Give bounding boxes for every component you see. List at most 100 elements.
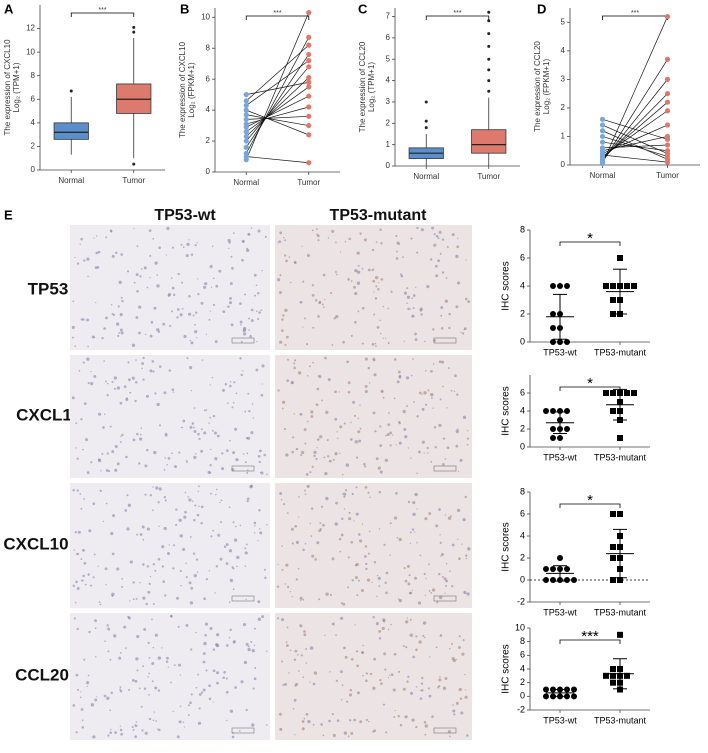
stain-dot [243, 332, 247, 336]
point [617, 577, 623, 583]
stain-dot [382, 396, 385, 399]
stain-dot [233, 381, 236, 384]
stain-dot [143, 627, 147, 631]
point [243, 116, 249, 122]
y-tick-label: 8 [520, 224, 525, 234]
stain-dot [343, 731, 348, 735]
stain-dot [358, 533, 361, 536]
stain-dot [354, 576, 358, 580]
stain-dot [247, 645, 250, 648]
stain-dot [116, 386, 120, 390]
stain-dot [424, 594, 426, 596]
stain-dot [152, 719, 155, 722]
stain-dot [303, 428, 307, 432]
stain-dot [261, 269, 263, 272]
point [543, 693, 549, 700]
stain-dot [149, 334, 153, 338]
stain-dot [144, 333, 147, 336]
stain-dot [228, 549, 233, 553]
stain-dot [357, 270, 361, 274]
stain-dot [212, 669, 216, 673]
stain-dot [461, 543, 463, 545]
stain-dot [398, 599, 402, 603]
stain-dot [331, 713, 334, 716]
point [557, 435, 563, 441]
stain-dot [127, 361, 130, 364]
stain-dot [363, 462, 366, 466]
stain-dot [182, 547, 186, 551]
point [664, 142, 671, 148]
point [306, 104, 312, 110]
y-tick-label: 10 [201, 12, 210, 21]
stain-dot [438, 230, 442, 234]
panel-label: E [4, 207, 13, 222]
stain-dot [77, 688, 79, 691]
stain-dot [244, 410, 247, 413]
stain-dot [244, 551, 248, 555]
stain-dot [414, 332, 417, 336]
stain-dot [233, 640, 236, 643]
stain-dot [360, 588, 365, 593]
pair-line [246, 60, 309, 106]
stain-dot [240, 680, 244, 684]
stain-dot [109, 425, 112, 428]
outlier [424, 100, 428, 104]
stain-dot [316, 233, 319, 236]
stain-dot [425, 577, 427, 580]
point [610, 672, 616, 679]
y-axis-label: The expression of CXCL10 [3, 39, 12, 136]
stain-dot [303, 633, 307, 637]
stain-dot [195, 686, 198, 689]
stain-dot [415, 686, 418, 688]
stain-dot [367, 491, 370, 494]
stain-dot [378, 490, 382, 494]
stain-dot [356, 281, 361, 285]
stain-dot [441, 238, 445, 241]
stain-dot [407, 675, 410, 678]
stain-dot [215, 493, 217, 496]
stain-dot [135, 721, 138, 723]
stain-dot [457, 646, 461, 649]
ihc-background [70, 483, 270, 608]
stain-dot [404, 435, 408, 439]
x-tick-label: TP53-wt [543, 715, 577, 725]
stain-dot [127, 503, 132, 507]
pair-line [602, 124, 668, 154]
stain-dot [383, 543, 386, 546]
stain-dot [149, 575, 152, 578]
stain-dot [349, 719, 352, 722]
stain-dot [285, 259, 288, 263]
scale-bar [231, 727, 255, 734]
stain-dot [414, 576, 418, 580]
stain-dot [465, 557, 468, 560]
stain-dot [96, 696, 98, 698]
stain-dot [362, 644, 364, 647]
stain-dot [129, 600, 131, 602]
stain-dot [282, 684, 285, 687]
stain-dot [438, 572, 441, 576]
stain-dot [112, 514, 116, 518]
stain-dot [116, 567, 120, 571]
stain-dot [369, 496, 371, 499]
stain-dot [441, 360, 445, 364]
stain-dot [151, 680, 154, 683]
point [306, 64, 312, 70]
stain-dot [147, 590, 151, 594]
stain-dot [299, 412, 303, 416]
stain-dot [281, 618, 285, 622]
stain-dot [113, 634, 117, 638]
stain-dot [453, 390, 456, 393]
stain-dot [375, 285, 378, 288]
stain-dot [362, 674, 364, 677]
stain-dot [464, 495, 467, 499]
stain-dot [261, 383, 263, 385]
stain-dot [376, 326, 380, 329]
x-tick-label: Normal [590, 171, 616, 180]
stain-dot [220, 521, 223, 524]
point [571, 577, 577, 583]
stain-dot [291, 382, 294, 385]
stain-dot [162, 322, 166, 326]
stain-dot [132, 728, 135, 731]
stain-dot [98, 601, 101, 603]
